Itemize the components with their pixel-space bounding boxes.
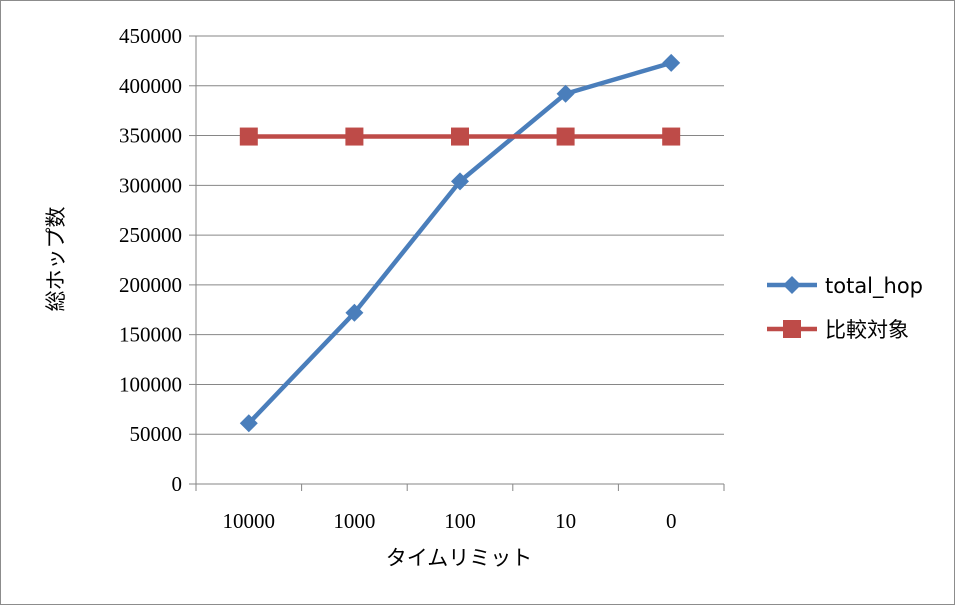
data-point (345, 127, 364, 146)
series-line (246, 60, 674, 426)
x-tick-label: 0 (666, 509, 677, 533)
data-point (556, 127, 575, 146)
legend-marker (783, 276, 801, 294)
legend-item: total_hop (767, 274, 923, 299)
legend-item: 比較対象 (767, 318, 909, 342)
data-point (345, 303, 364, 322)
data-point (451, 172, 469, 191)
x-tick-label: 100 (444, 509, 476, 533)
data-point (662, 127, 681, 146)
y-tick-label: 300000 (119, 173, 182, 197)
x-tick-label: 10 (555, 509, 576, 533)
data-point (556, 84, 575, 103)
y-axis-title: 総ホップ数 (44, 207, 68, 312)
y-tick-label: 400000 (119, 74, 182, 98)
series-1 (239, 53, 681, 433)
x-axis-title: タイムリミット (386, 546, 533, 570)
data-point (451, 127, 469, 146)
axes (189, 35, 725, 491)
series (239, 53, 681, 433)
data-point (662, 53, 681, 72)
y-tick-label: 250000 (119, 223, 182, 247)
y-tick-label: 350000 (119, 124, 182, 148)
y-tick-label: 50000 (130, 422, 183, 446)
legend-marker (783, 320, 801, 338)
gridlines (196, 35, 724, 435)
y-tick-label: 200000 (119, 273, 182, 297)
series-2 (239, 127, 681, 146)
y-tick-label: 450000 (119, 24, 182, 48)
legend-label: total_hop (825, 274, 923, 299)
legend-label: 比較対象 (825, 318, 909, 342)
y-tick-labels: 0 50000 100000 150000 200000 250000 300000 3500… (119, 24, 182, 496)
y-tick-label: 100000 (119, 372, 182, 396)
legend: total_hop 比較対象 (767, 274, 923, 342)
x-tick-labels: 10000 1000 100 10 0 (223, 509, 677, 533)
data-point (239, 414, 258, 433)
y-tick-label: 0 (172, 472, 183, 496)
x-tick-label: 1000 (333, 509, 375, 533)
y-tick-label: 150000 (119, 323, 182, 347)
data-point (239, 127, 258, 146)
x-tick-label: 10000 (223, 509, 276, 533)
